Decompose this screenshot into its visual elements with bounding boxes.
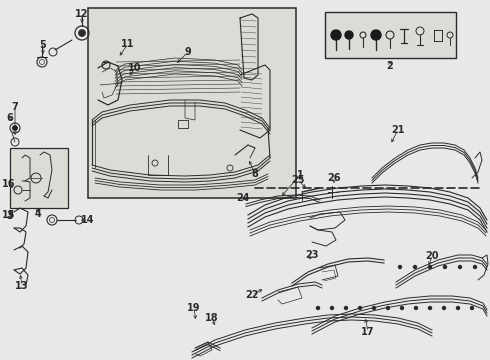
Text: 13: 13: [15, 281, 29, 291]
Circle shape: [371, 30, 381, 40]
Text: 23: 23: [305, 250, 319, 260]
Text: 4: 4: [35, 209, 41, 219]
FancyBboxPatch shape: [88, 8, 296, 198]
Text: 24: 24: [236, 193, 250, 203]
Text: 25: 25: [291, 175, 305, 185]
Text: 21: 21: [391, 125, 405, 135]
Text: 18: 18: [205, 313, 219, 323]
Circle shape: [330, 306, 334, 310]
Circle shape: [443, 266, 446, 269]
Circle shape: [359, 306, 362, 310]
Circle shape: [470, 306, 473, 310]
Text: 8: 8: [251, 169, 258, 179]
Text: 11: 11: [121, 39, 135, 49]
Circle shape: [428, 306, 432, 310]
Bar: [178, 120, 188, 128]
Text: 5: 5: [40, 40, 47, 50]
Circle shape: [415, 306, 417, 310]
FancyBboxPatch shape: [10, 148, 68, 208]
Text: 16: 16: [2, 179, 16, 189]
Circle shape: [331, 30, 341, 40]
Circle shape: [344, 306, 347, 310]
Text: 20: 20: [425, 251, 439, 261]
Text: 26: 26: [327, 173, 341, 183]
Circle shape: [414, 266, 416, 269]
Text: 15: 15: [2, 210, 16, 220]
Text: 10: 10: [128, 63, 142, 73]
Text: 17: 17: [361, 327, 375, 337]
Text: 14: 14: [81, 215, 95, 225]
Text: 22: 22: [245, 290, 259, 300]
Circle shape: [442, 306, 445, 310]
Circle shape: [345, 31, 353, 39]
Circle shape: [387, 306, 390, 310]
Circle shape: [457, 306, 460, 310]
Text: 9: 9: [185, 47, 192, 57]
Circle shape: [13, 126, 18, 130]
Circle shape: [428, 266, 432, 269]
Text: 19: 19: [187, 303, 201, 313]
Text: 7: 7: [12, 102, 19, 112]
Circle shape: [372, 306, 375, 310]
Text: 1: 1: [296, 170, 303, 180]
Text: 3: 3: [7, 211, 13, 221]
Text: 12: 12: [75, 9, 89, 19]
Circle shape: [398, 266, 401, 269]
FancyBboxPatch shape: [325, 12, 456, 58]
Circle shape: [317, 306, 319, 310]
Text: 6: 6: [7, 113, 13, 123]
Circle shape: [400, 306, 403, 310]
Text: 2: 2: [387, 61, 393, 71]
Circle shape: [459, 266, 462, 269]
Circle shape: [78, 30, 85, 36]
Circle shape: [473, 266, 476, 269]
